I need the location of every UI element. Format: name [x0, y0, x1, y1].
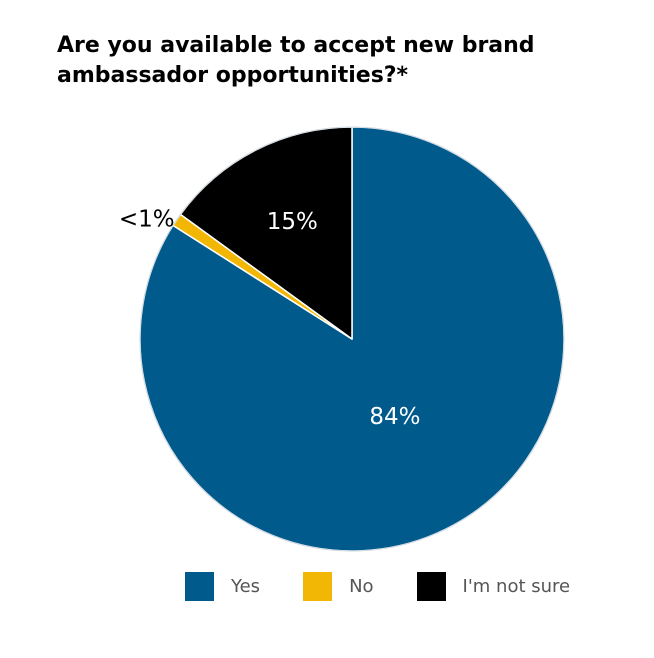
slice-label-not-sure: 15%: [267, 209, 318, 235]
pie-labels: 84% <1% 15%: [119, 207, 421, 430]
legend-item-not-sure: I'm not sure: [416, 572, 571, 601]
legend-swatch-yes: [185, 572, 214, 601]
slice-label-no: <1%: [119, 207, 175, 233]
slice-label-yes: 84%: [369, 404, 420, 430]
legend-swatch-no: [303, 572, 333, 601]
legend-label-yes: Yes: [231, 576, 261, 597]
legend-item-no: No: [303, 572, 374, 601]
chart-title: Are you available to accept new brand am…: [57, 33, 535, 88]
legend-label-not-sure: I'm not sure: [462, 576, 571, 597]
legend-label-no: No: [349, 576, 374, 597]
legend-item-yes: Yes: [185, 572, 260, 601]
pie-outline: [139, 126, 565, 552]
chart-legend: Yes No I'm not sure: [185, 572, 570, 601]
legend-swatch-not-sure: [416, 572, 446, 601]
pie-slices: [139, 126, 565, 552]
